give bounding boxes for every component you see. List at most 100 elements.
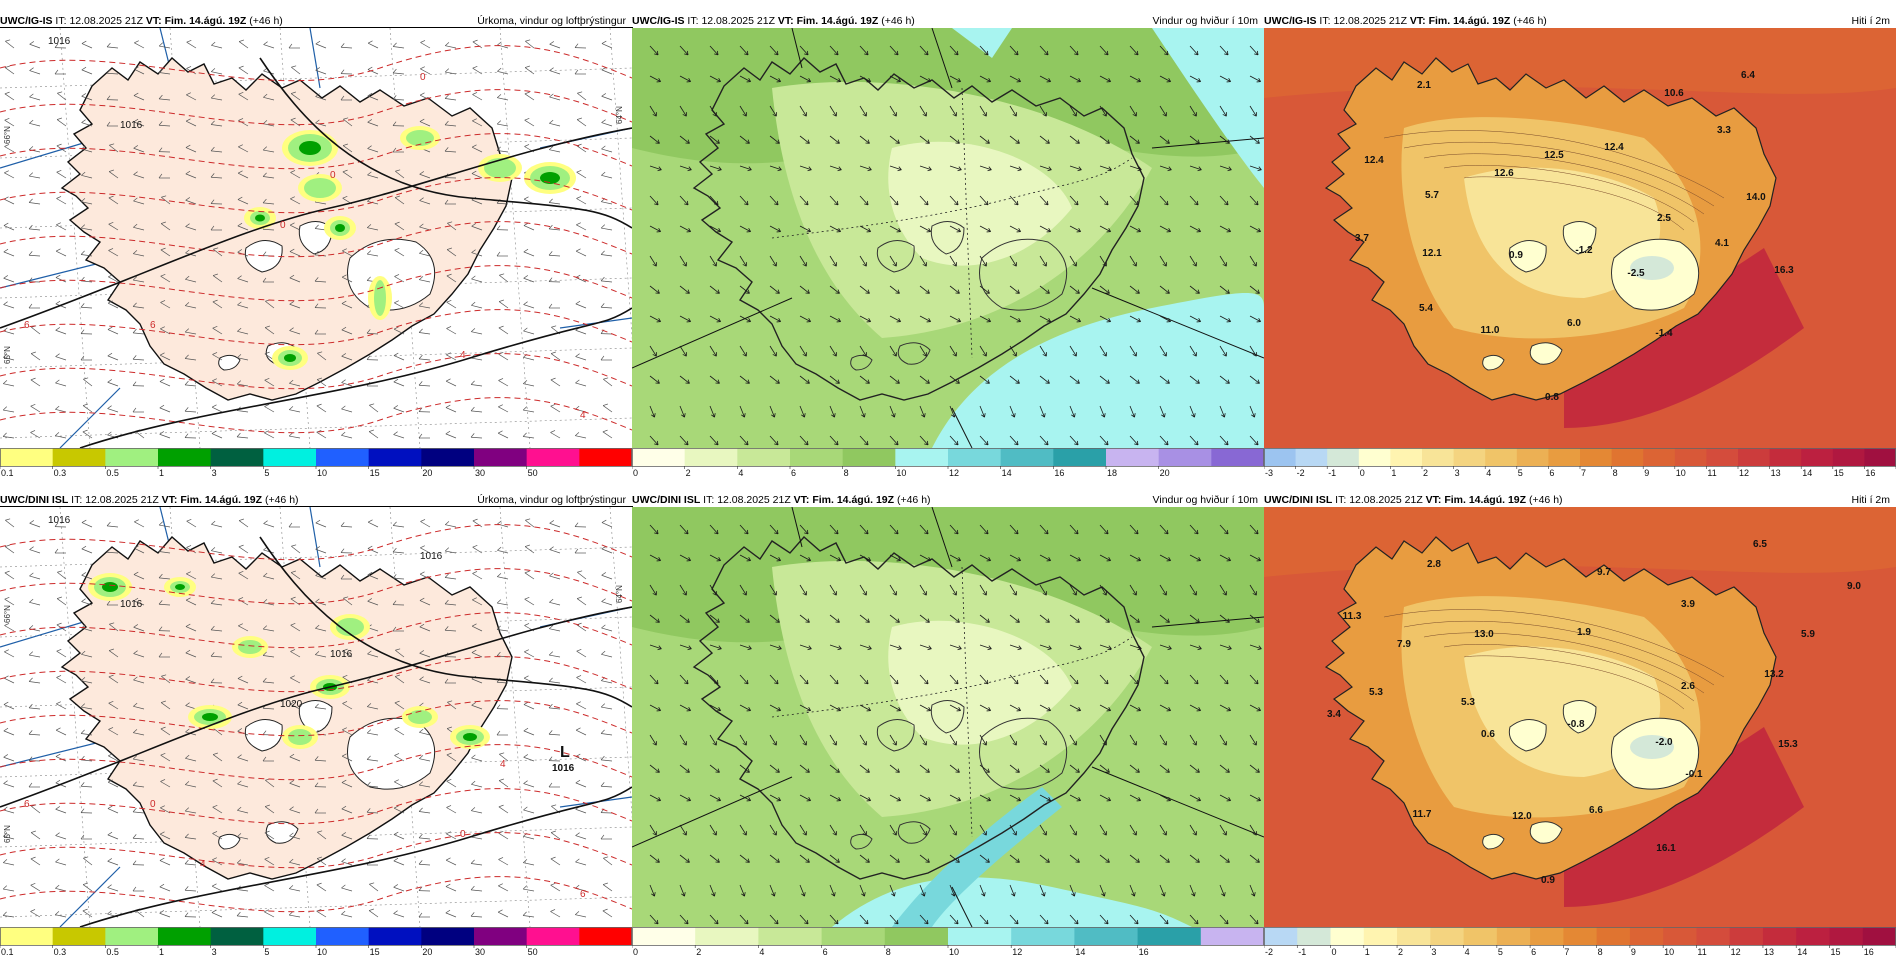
legend-swatch [1138,927,1202,945]
legend-swatch [263,448,316,466]
latitude-label: 65°N [3,346,12,364]
legend-label: 0.5 [106,947,119,957]
legend-swatch [263,927,316,945]
legend-swatch [1053,448,1106,466]
model-name: UWC/DINI ISL [1264,494,1332,506]
legend-swatch [1612,448,1644,466]
legend-swatch [1397,927,1431,945]
precip-area [238,640,262,654]
temperature-value: 1.9 [1577,627,1591,638]
legend-label: 4 [1465,947,1470,957]
legend-swatch [1706,448,1738,466]
legend-label: -1 [1328,468,1336,478]
legend-label: -2 [1265,947,1273,957]
pressure-label: 6 [150,320,156,331]
temperature-value: 0.9 [1509,250,1523,261]
legend-swatch [1530,927,1564,945]
legend-label: 1 [1365,947,1370,957]
legend-label: 8 [844,468,849,478]
legend-label: 16 [1865,468,1875,478]
model-name: UWC/DINI ISL [632,494,700,506]
legend-swatch [1497,927,1531,945]
legend-swatch [948,448,1001,466]
legend-label: 16 [1054,468,1064,478]
model-name: UWC/IG-IS [632,15,685,27]
legend-swatch [1801,448,1833,466]
vt-label: VT: [778,15,794,27]
temperature-value: 5.4 [1419,303,1433,314]
pressure-label: 6 [580,889,586,900]
valid-time: Fim. 14.ágú. 19Z [165,15,247,27]
legend-swatch [885,927,949,945]
pressure-label: 6 [24,799,30,810]
pressure-label: 0 [150,799,156,810]
legend-swatch [1074,927,1138,945]
legend-label: 0 [633,947,638,957]
legend-label: 5 [1518,468,1523,478]
legend-label: 3 [1455,468,1460,478]
precip-area [374,280,386,316]
legend-label: -2 [1297,468,1305,478]
legend-label: 9 [1631,947,1636,957]
panel-header: UWC/DINI ISL IT: 12.08.2025 21Z VT: Fim.… [0,493,632,507]
temperature-value: 12.6 [1494,168,1514,179]
precip-area [288,729,312,745]
legend-swatch [1548,448,1580,466]
panel-precip-igis: UWC/IG-IS IT: 12.08.2025 21Z VT: Fim. 14… [0,14,632,478]
legend-label: 10 [317,468,327,478]
legend-swatch [211,927,264,945]
pressure-label: 1020 [280,699,303,710]
it-label: IT: [687,15,698,27]
vt-label: VT: [1410,15,1426,27]
legend-swatch [1580,448,1612,466]
it-label: IT: [55,15,66,27]
lead-time: (+46 h) [265,494,299,506]
legend-swatch [1517,448,1549,466]
legend-swatch [53,448,106,466]
panel-temp-dini: UWC/DINI ISL IT: 12.08.2025 21Z VT: Fim.… [1264,493,1896,957]
legend-label: 8 [1598,947,1603,957]
temperature-value: 14.0 [1746,192,1766,203]
legend-label: 3 [212,468,217,478]
precip-area [304,178,336,198]
temperature-value: 12.4 [1364,155,1384,166]
legend-swatch [1011,927,1075,945]
legend-swatch [1159,448,1212,466]
precip-area [463,733,477,741]
legend-label: 7 [1564,947,1569,957]
legend-label: 8 [886,947,891,957]
legend-label: 2 [696,947,701,957]
latitude-label: 65°N [3,825,12,843]
precip-area [102,582,118,592]
temperature-value: 4.1 [1715,238,1729,249]
precip-area [406,130,434,146]
legend-label: 50 [528,947,538,957]
pressure-label: 0 [280,220,286,231]
legend-swatch [632,927,696,945]
pressure-label: 4 [500,759,506,770]
valid-time: Fim. 14.ágú. 19Z [812,494,894,506]
legend-label: 3 [1431,947,1436,957]
temperature-value: 6.0 [1567,318,1581,329]
temperature-value: 3.9 [1681,599,1695,610]
legend-label: 10 [949,947,959,957]
legend-swatch [527,448,580,466]
valid-time: Fim. 14.ágú. 19Z [1429,15,1511,27]
temperature-value: 12.4 [1604,142,1624,153]
panel-header: UWC/IG-IS IT: 12.08.2025 21Z VT: Fim. 14… [632,14,1264,28]
legend-label: 2 [1398,947,1403,957]
legend-swatch [1454,448,1486,466]
legend-swatch [1422,448,1454,466]
legend-label: 15 [1830,947,1840,957]
valid-time: Fim. 14.ágú. 19Z [1444,494,1526,506]
lead-time: (+46 h) [1513,15,1547,27]
legend-swatch [1663,927,1697,945]
legend-swatch [527,927,580,945]
legend-swatch [758,927,822,945]
legend-swatch [474,448,527,466]
legend-swatch [843,448,896,466]
temperature-value: 13.2 [1764,669,1784,680]
temperature-value: 0.6 [1481,729,1495,740]
